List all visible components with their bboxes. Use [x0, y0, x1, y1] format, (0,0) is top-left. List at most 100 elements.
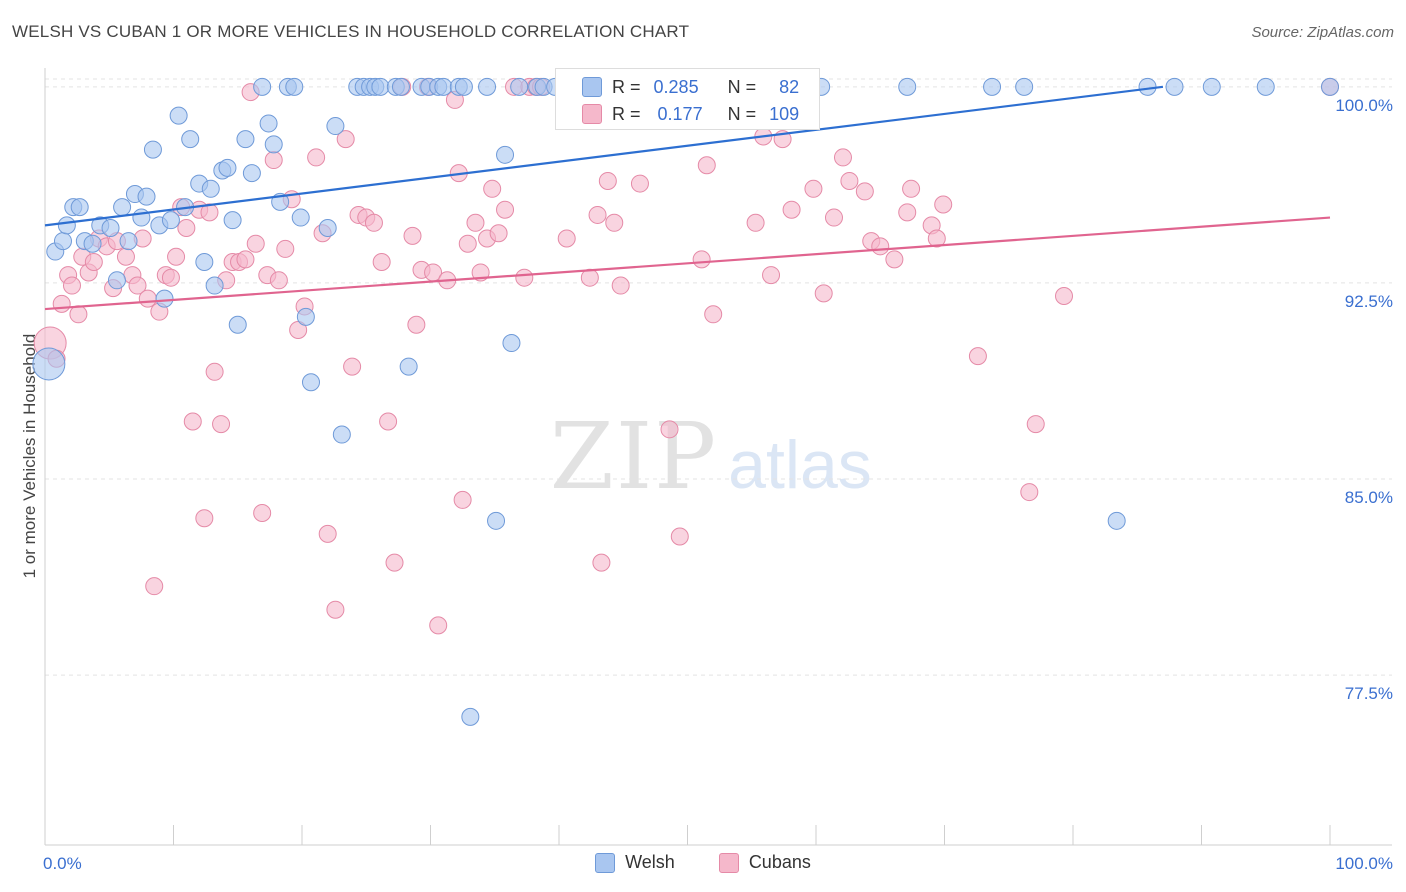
- cubans-point: [466, 213, 485, 232]
- welsh-point: [1015, 77, 1034, 96]
- legend-item-welsh: Welsh: [595, 852, 675, 873]
- welsh-point: [70, 198, 89, 217]
- x-tick-label: 0.0%: [43, 854, 82, 873]
- cubans-point: [269, 271, 288, 290]
- welsh-r-value: 0.285: [653, 76, 699, 97]
- welsh-point: [285, 77, 304, 96]
- cubans-point: [52, 294, 71, 313]
- cubans-point: [630, 174, 649, 193]
- cubans-point: [200, 203, 219, 222]
- cubans-point: [934, 195, 953, 214]
- watermark-atlas: atlas: [728, 427, 872, 503]
- cubans-point: [902, 179, 921, 198]
- cubans-point: [762, 266, 781, 285]
- cubans-point: [276, 239, 295, 258]
- cubans-point: [167, 247, 186, 266]
- welsh-point: [205, 276, 224, 295]
- stats-box: R = 0.285 N = 82 R = 0.177 N = 109: [555, 68, 820, 130]
- cubans-point: [69, 305, 88, 324]
- cubans-point: [814, 284, 833, 303]
- legend-item-cubans: Cubans: [718, 852, 811, 873]
- welsh-point: [161, 211, 180, 230]
- welsh-point: [391, 77, 410, 96]
- cubans-swatch: [582, 104, 602, 124]
- cubans-point: [128, 276, 147, 295]
- legend-label-welsh: Welsh: [625, 852, 675, 872]
- cubans-point: [326, 600, 345, 619]
- source-label: Source: ZipAtlas.com: [1251, 24, 1394, 41]
- cubans-point: [804, 179, 823, 198]
- cubans-point: [307, 148, 326, 167]
- cubans-point: [116, 247, 135, 266]
- cubans-trend-line: [44, 216, 1331, 311]
- welsh-point: [496, 145, 515, 164]
- welsh-point: [181, 130, 200, 149]
- cubans-point: [253, 503, 272, 522]
- cubans-point: [605, 213, 624, 232]
- welsh-point: [983, 77, 1002, 96]
- cubans-point: [660, 420, 679, 439]
- welsh-point: [218, 158, 237, 177]
- y-tick-label: 77.5%: [1345, 684, 1393, 703]
- cubans-point: [403, 226, 422, 245]
- cubans-point: [1055, 286, 1074, 305]
- x-tick-label: 100.0%: [1335, 854, 1393, 873]
- cubans-point: [161, 268, 180, 287]
- stats-row-welsh: R = 0.285 N = 82: [582, 74, 799, 100]
- welsh-point: [132, 208, 151, 227]
- cubans-point: [177, 219, 196, 238]
- cubans-point: [264, 151, 283, 170]
- cubans-point: [489, 224, 508, 243]
- cubans-point: [557, 229, 576, 248]
- welsh-trend-line: [44, 85, 1164, 227]
- welsh-point: [1321, 77, 1339, 96]
- cubans-point: [84, 253, 103, 272]
- cubans-point: [195, 509, 214, 528]
- cubans-point: [336, 130, 355, 149]
- cubans-point: [855, 182, 874, 201]
- welsh-point: [502, 334, 521, 353]
- welsh-r-label: R =: [612, 76, 641, 97]
- cubans-r-label: R =: [612, 103, 641, 124]
- welsh-point: [454, 77, 473, 96]
- welsh-point: [253, 77, 272, 96]
- cubans-point: [898, 203, 917, 222]
- welsh-point: [291, 208, 310, 227]
- cubans-point: [746, 213, 765, 232]
- welsh-point: [223, 211, 242, 230]
- welsh-point: [155, 289, 174, 308]
- welsh-point: [371, 77, 390, 96]
- welsh-point: [1256, 77, 1275, 96]
- cubans-point: [611, 276, 630, 295]
- cubans-point: [138, 289, 157, 308]
- cubans-point: [372, 253, 391, 272]
- welsh-point: [101, 219, 120, 238]
- y-tick-label: 92.5%: [1345, 292, 1393, 311]
- welsh-point: [57, 216, 76, 235]
- cubans-point: [927, 229, 946, 248]
- cubans-point: [458, 234, 477, 253]
- cubans-r-value: 0.177: [657, 103, 703, 124]
- welsh-point: [301, 373, 320, 392]
- watermark-zip: ZIP: [550, 403, 718, 510]
- cubans-point: [692, 250, 711, 269]
- welsh-point: [332, 425, 351, 444]
- y-tick-label: 100.0%: [1335, 96, 1393, 115]
- cubans-point: [453, 490, 472, 509]
- cubans-point: [782, 200, 801, 219]
- cubans-point: [496, 200, 515, 219]
- watermark: ZIP atlas: [550, 403, 872, 510]
- legend-swatch-welsh: [595, 852, 616, 873]
- welsh-point: [434, 77, 453, 96]
- chart-title: WELSH VS CUBAN 1 OR MORE VEHICLES IN HOU…: [12, 22, 690, 41]
- axes: [44, 68, 1392, 846]
- cubans-point: [205, 362, 224, 381]
- welsh-point: [318, 219, 337, 238]
- cubans-point: [824, 208, 843, 227]
- welsh-point: [53, 232, 72, 251]
- welsh-point: [259, 114, 278, 133]
- welsh-point: [487, 511, 506, 530]
- cubans-point: [592, 553, 611, 572]
- cubans-point: [212, 415, 231, 434]
